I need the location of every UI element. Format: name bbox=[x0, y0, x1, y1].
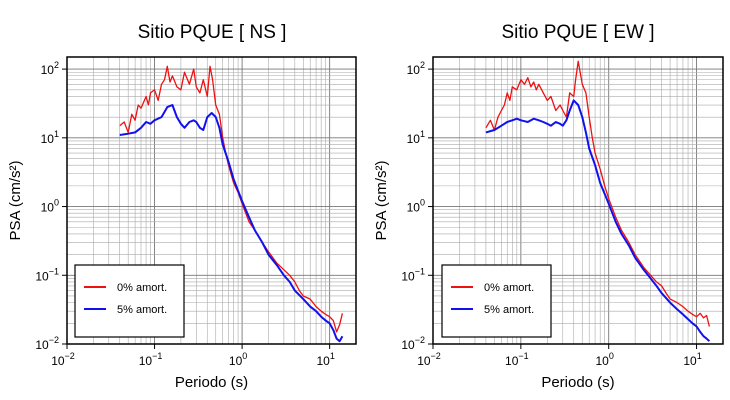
chart-0-y-tick-label: 10−1 bbox=[35, 266, 59, 283]
chart-0-x-tick-label: 100 bbox=[229, 351, 247, 368]
chart-1-grid bbox=[432, 57, 724, 345]
chart-1-y-tick-label: 10−1 bbox=[401, 266, 425, 283]
chart-1-x-tick-label: 10−1 bbox=[505, 351, 529, 368]
chart-1-y-tick-label: 100 bbox=[407, 198, 425, 215]
chart-0-title: Sitio PQUE [ NS ] bbox=[138, 22, 287, 43]
chart-1-x-tick-label: 10−2 bbox=[417, 351, 441, 368]
chart-1-series-line-amort-5 bbox=[485, 99, 711, 342]
chart-1-y-tick-label: 101 bbox=[407, 129, 425, 146]
chart-1-y-tick-label: 102 bbox=[407, 60, 425, 77]
chart-0-legend: 0% amort. 5% amort. bbox=[74, 264, 185, 338]
chart-1-y-tick-label: 10−2 bbox=[401, 335, 425, 352]
chart-0-y-tick-label: 101 bbox=[41, 129, 59, 146]
chart-0-x-tick-label: 10−2 bbox=[51, 351, 75, 368]
chart-1-x-tick-label: 101 bbox=[683, 351, 701, 368]
chart-0-x-tick-label: 101 bbox=[316, 351, 334, 368]
chart-panel-ew: 10−2 10−1 100 101 10−2 10−1 100 101 102 Sitio PQU… bbox=[373, 22, 724, 391]
chart-0-series-line-amort-5 bbox=[119, 104, 344, 343]
chart-1-plot-frame bbox=[432, 56, 724, 345]
chart-1-legend-label: 5% amort. bbox=[484, 304, 534, 316]
chart-0-plot-frame bbox=[66, 56, 357, 345]
chart-1-x-axis-label: Periodo (s) bbox=[541, 374, 614, 391]
chart-0-x-axis-label: Periodo (s) bbox=[175, 374, 248, 391]
chart-0-legend-box bbox=[74, 264, 185, 338]
chart-1-x-tick-label: 100 bbox=[596, 351, 614, 368]
chart-0-y-tick-label: 10−2 bbox=[35, 335, 59, 352]
chart-1-y-axis-label: PSA (cm/s²) bbox=[373, 160, 390, 240]
chart-panel-ns: 10−2 10−1 100 101 10−2 10−1 100 101 102 Sitio PQU… bbox=[7, 22, 357, 391]
chart-1-legend-box bbox=[441, 264, 552, 338]
chart-1-legend: 0% amort. 5% amort. bbox=[441, 264, 552, 338]
chart-0-y-tick-label: 100 bbox=[41, 198, 59, 215]
chart-0-x-tick-label: 10−1 bbox=[139, 351, 163, 368]
chart-0-series-line-amort-0 bbox=[119, 65, 344, 333]
chart-0-legend-label: 0% amort. bbox=[117, 282, 167, 294]
chart-0-legend-label: 5% amort. bbox=[117, 304, 167, 316]
chart-1-title: Sitio PQUE [ EW ] bbox=[501, 22, 654, 43]
chart-0-y-axis-label: PSA (cm/s²) bbox=[7, 160, 24, 240]
chart-1-legend-label: 0% amort. bbox=[484, 282, 534, 294]
chart-1-series-line-amort-0 bbox=[485, 60, 711, 327]
chart-0-y-tick-label: 102 bbox=[41, 60, 59, 77]
